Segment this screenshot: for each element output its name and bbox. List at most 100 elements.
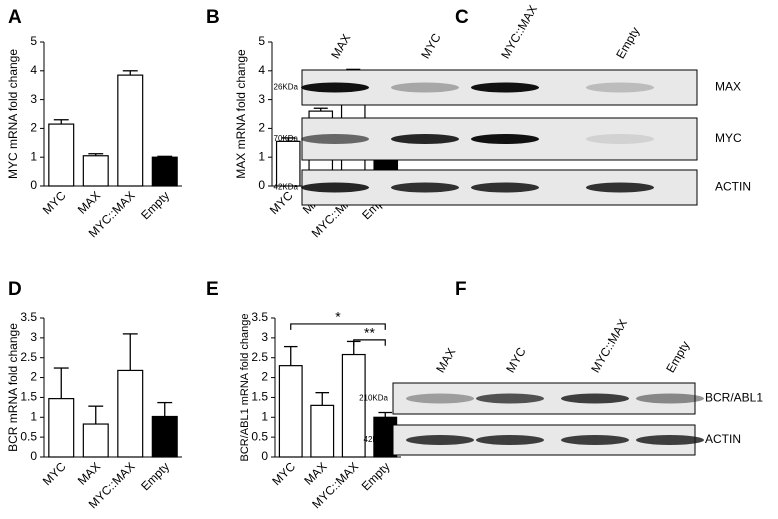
bar	[82, 155, 109, 187]
y-tick-label: 3	[258, 92, 265, 106]
y-tick-label: 1	[30, 409, 37, 423]
bar	[341, 353, 366, 458]
bar	[82, 423, 109, 458]
y-tick-label: 3	[30, 92, 37, 106]
blot-band	[586, 82, 654, 93]
y-tick-label: 3.5	[20, 310, 37, 324]
bar	[310, 404, 335, 458]
y-tick-label: 3	[30, 330, 37, 344]
bar	[48, 398, 75, 458]
lane-label: MYC::MAX	[498, 3, 540, 61]
blot-band	[301, 82, 369, 93]
y-tick-label: 0.5	[20, 429, 37, 443]
panel-label: E	[206, 279, 219, 300]
blot-band	[561, 435, 629, 445]
y-tick-label: 0	[30, 449, 37, 463]
size-label: 42KDa	[364, 435, 389, 444]
y-tick-label: 0	[30, 178, 37, 192]
lane-label: Empty	[613, 25, 642, 61]
significance-bracket	[353, 339, 386, 346]
y-tick-label: 2	[30, 370, 37, 384]
x-tick-label: Empty	[138, 459, 172, 493]
y-tick-label: 4	[30, 63, 37, 77]
size-label: 26KDa	[274, 83, 299, 92]
y-tick-label: 5	[30, 34, 37, 48]
blot-band	[586, 182, 654, 193]
significance-label: *	[335, 309, 341, 325]
lane-label: MYC	[418, 31, 444, 61]
y-axis-label: MAX mRNA fold change	[234, 49, 248, 179]
blot-band	[561, 393, 629, 404]
blot-band	[406, 435, 474, 445]
protein-label: MYC	[715, 131, 742, 145]
bar	[151, 156, 178, 187]
size-label: 210KDa	[359, 394, 388, 403]
blot-band	[586, 134, 654, 144]
x-tick-label: MYC	[267, 188, 296, 217]
y-tick-label: 1	[30, 149, 37, 163]
bar	[278, 365, 303, 458]
y-tick-label: 1.5	[20, 390, 37, 404]
protein-label: BCR/ABL1	[705, 391, 763, 405]
blot-band	[636, 393, 704, 404]
y-axis-label: BCR mRNA fold change	[6, 323, 20, 452]
size-label: 42KDa	[274, 183, 299, 192]
bar	[275, 140, 301, 187]
lane-label: MYC	[503, 345, 529, 375]
blot-band	[391, 182, 459, 193]
y-tick-label: 2	[261, 370, 268, 384]
blot-band	[406, 393, 474, 404]
blot-band	[301, 182, 369, 193]
panel-label: D	[8, 279, 22, 300]
significance-label: **	[364, 325, 375, 341]
x-tick-label: Empty	[359, 459, 393, 493]
bar	[117, 369, 144, 458]
y-tick-label: 2.5	[20, 350, 37, 364]
panel-label: C	[455, 7, 469, 28]
blot-band	[636, 435, 704, 445]
size-label: 70KDa	[274, 134, 299, 143]
y-tick-label: 0.5	[251, 429, 268, 443]
y-tick-label: 1.5	[251, 390, 268, 404]
panel-label: B	[206, 7, 220, 28]
lane-label: MAX	[433, 346, 458, 376]
x-tick-label: MAX	[301, 459, 329, 487]
y-tick-label: 4	[258, 63, 265, 77]
bar	[151, 415, 178, 458]
x-tick-label: MAX	[75, 459, 103, 487]
blot-band	[471, 134, 539, 144]
blot-band	[301, 134, 369, 144]
x-tick-label: Empty	[138, 188, 172, 222]
blot-band	[391, 134, 459, 144]
blot-band	[391, 82, 459, 93]
x-tick-label: MYC	[40, 459, 69, 488]
lane-label: MAX	[328, 32, 353, 62]
x-tick-label: MYC	[269, 459, 298, 488]
significance-bracket	[290, 323, 386, 330]
panel-label: A	[8, 7, 22, 28]
y-tick-label: 2.5	[251, 350, 268, 364]
y-tick-label: 2	[258, 121, 265, 135]
y-tick-label: 5	[258, 34, 265, 48]
bar	[117, 74, 144, 187]
blot-band	[471, 82, 539, 93]
y-tick-label: 1	[258, 149, 265, 163]
y-tick-label: 1	[261, 409, 268, 423]
protein-label: MAX	[715, 80, 741, 94]
blot-band	[471, 182, 539, 193]
y-tick-label: 0	[261, 449, 268, 463]
y-tick-label: 3.5	[251, 310, 268, 324]
blot-band	[476, 435, 544, 445]
y-axis-label: BCR/ABL1 mRNA fold change	[239, 314, 251, 462]
y-axis-label: MYC mRNA fold change	[6, 49, 20, 179]
panel-label: F	[455, 279, 467, 300]
blot-band	[476, 393, 544, 404]
y-tick-label: 3	[261, 330, 268, 344]
protein-label: ACTIN	[715, 180, 751, 194]
y-tick-label: 2	[30, 121, 37, 135]
protein-label: ACTIN	[705, 432, 741, 446]
x-tick-label: MYC	[40, 188, 69, 217]
y-tick-label: 0	[258, 178, 265, 192]
x-tick-label: MAX	[75, 188, 103, 216]
